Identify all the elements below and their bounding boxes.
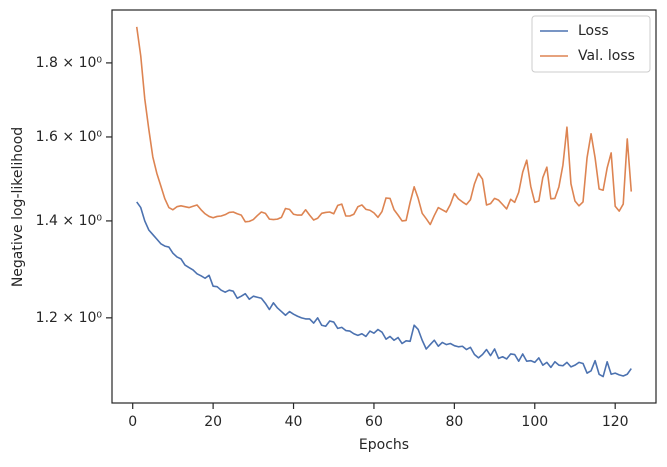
x-tick-label: 20 <box>204 414 222 430</box>
y-tick-label: 1.8 × 10⁰ <box>36 55 103 71</box>
y-axis-label: Negative log-likelihood <box>10 127 26 287</box>
x-tick-label: 40 <box>285 414 303 430</box>
x-tick-label: 120 <box>602 414 629 430</box>
legend-box <box>531 15 651 73</box>
plot-frame <box>111 9 657 404</box>
series-line <box>136 201 632 378</box>
x-tick-label: 0 <box>128 414 137 430</box>
legend-label: Loss <box>578 23 609 39</box>
y-tick-label: 1.2 × 10⁰ <box>36 310 103 326</box>
x-tick-label: 100 <box>521 414 548 430</box>
y-tick-label: 1.4 × 10⁰ <box>36 213 103 229</box>
x-tick-label: 80 <box>445 414 463 430</box>
y-tick-label: 1.6 × 10⁰ <box>36 129 103 145</box>
x-tick-label: 60 <box>365 414 383 430</box>
x-axis-label: Epochs <box>359 437 409 453</box>
series-line <box>135 26 633 226</box>
legend-label: Val. loss <box>578 48 635 64</box>
